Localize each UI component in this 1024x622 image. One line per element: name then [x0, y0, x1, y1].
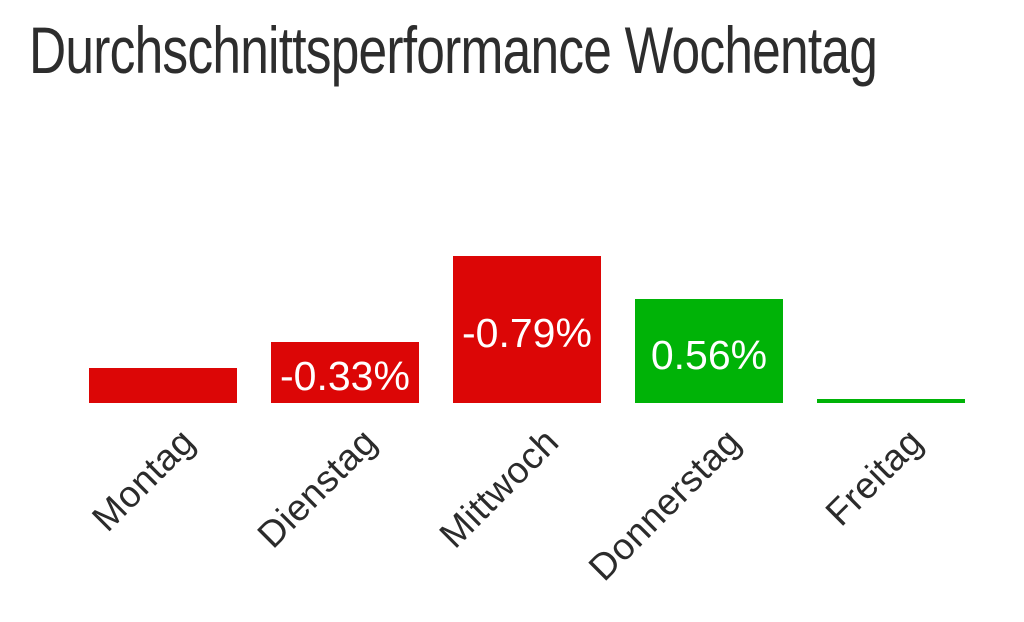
bar-value-label-mittwoch: -0.79% [462, 310, 592, 356]
bar-value-label-dienstag: -0.33% [280, 353, 410, 399]
bar-freitag[interactable] [817, 399, 965, 403]
x-tick-montag: Montag [84, 420, 203, 539]
chart-title: Durchschnittsperformance Wochentag [29, 13, 878, 87]
bar-montag[interactable] [89, 368, 237, 403]
bar-donnerstag[interactable]: 0.56% [635, 299, 783, 403]
bar-dienstag[interactable]: -0.33% [271, 342, 419, 403]
bar-value-label-donnerstag: 0.56% [650, 331, 768, 378]
bar-mittwoch[interactable]: -0.79% [453, 256, 601, 403]
